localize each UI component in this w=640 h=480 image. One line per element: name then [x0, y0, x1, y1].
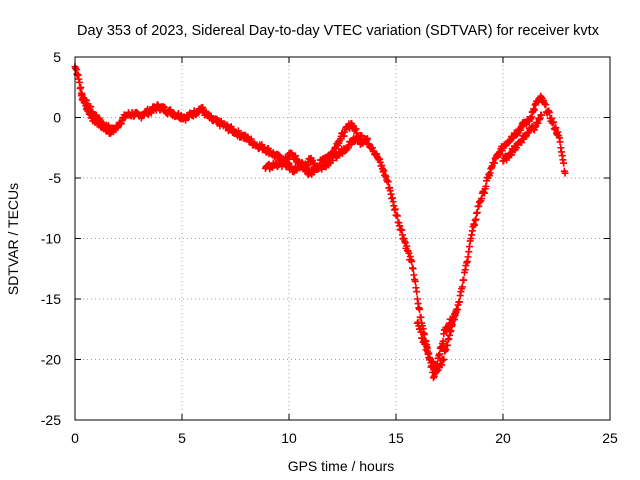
data-point	[440, 355, 448, 363]
data-point	[460, 276, 468, 284]
y-tick-label: 5	[53, 49, 61, 65]
y-tick-label: 0	[53, 110, 61, 126]
data-point	[409, 265, 417, 273]
data-point	[472, 215, 480, 223]
data-point	[416, 305, 424, 313]
series-2	[77, 92, 546, 376]
x-axis-label: GPS time / hours	[288, 458, 395, 474]
data-point	[450, 315, 458, 323]
series-1	[71, 63, 569, 382]
data-point	[82, 96, 90, 104]
data-point	[556, 138, 564, 146]
data-point	[358, 132, 366, 140]
data-point	[405, 249, 413, 257]
data-point	[473, 209, 481, 217]
x-tick-label: 10	[281, 430, 297, 446]
data-point	[560, 159, 568, 167]
data-point	[411, 277, 419, 285]
data-point	[408, 257, 416, 265]
x-tick-label: 20	[495, 430, 511, 446]
x-tick-label: 0	[71, 430, 79, 446]
data-point	[87, 103, 95, 111]
y-tick-label: -25	[41, 412, 61, 428]
x-tick-label: 5	[178, 430, 186, 446]
data-point	[538, 111, 546, 119]
y-tick-label: -20	[41, 352, 61, 368]
x-tick-label: 15	[388, 430, 404, 446]
data-point	[508, 151, 516, 159]
y-tick-label: -10	[41, 231, 61, 247]
data-point	[393, 212, 401, 220]
data-series	[71, 63, 569, 382]
data-point	[363, 134, 371, 142]
data-point	[75, 78, 83, 86]
x-tick-label: 25	[602, 430, 618, 446]
data-point	[429, 358, 437, 366]
data-point	[439, 337, 447, 345]
data-point	[413, 288, 421, 296]
data-point	[77, 83, 85, 91]
axis-ticks: 0 5 10 15 20 25 5 0 -5 -10 -15 -20 -25	[41, 49, 618, 446]
data-point	[455, 298, 463, 306]
data-point	[542, 101, 550, 109]
data-point	[458, 283, 466, 291]
data-point	[421, 331, 429, 339]
data-point	[561, 169, 569, 177]
data-point	[110, 126, 118, 134]
data-point	[429, 374, 437, 382]
data-point	[417, 328, 425, 336]
data-point	[545, 108, 553, 116]
y-axis-label: SDTVAR / TECUs	[5, 183, 21, 295]
data-point	[391, 205, 399, 213]
data-point	[550, 118, 558, 126]
data-point	[452, 307, 460, 315]
y-tick-label: -5	[49, 170, 62, 186]
y-tick-label: -15	[41, 291, 61, 307]
data-point	[384, 177, 392, 185]
chart-title: Day 353 of 2023, Sidereal Day-to-day VTE…	[77, 23, 600, 39]
